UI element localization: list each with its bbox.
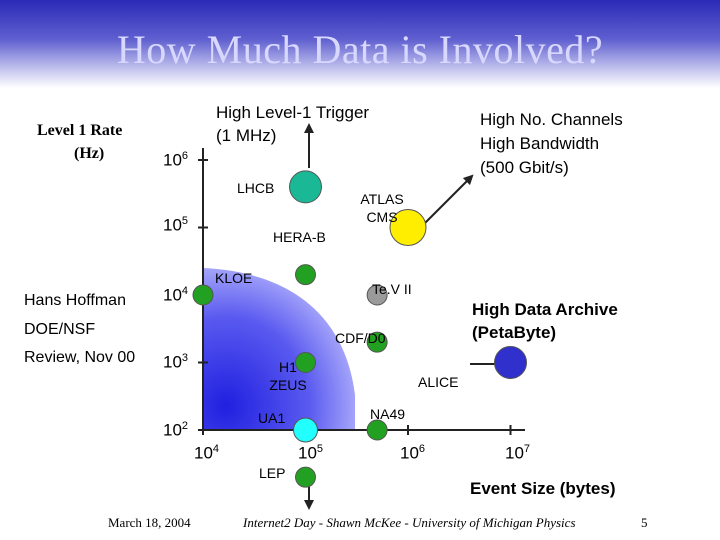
label-lep: LEP [259, 465, 286, 481]
x-tick-label-1e7: 107 [505, 443, 531, 463]
region-shading [203, 268, 355, 430]
point-te-v-ii [366, 284, 388, 306]
footer-center: Internet2 Day - Shawn McKee - University… [243, 515, 576, 530]
label-cdf: CDF/D0 [335, 330, 386, 346]
point-na49 [366, 419, 388, 441]
label-atlas: ATLAS CMS [360, 191, 404, 225]
point-lhcb [289, 170, 322, 204]
y-tick-label-1e5: 105 [163, 215, 189, 235]
slide-title: How Much Data is Involved? [116, 27, 604, 72]
point-h1-zeus [295, 352, 316, 373]
page-number: 5 [641, 515, 648, 530]
channels-annotation-line1: High No. Channels [480, 110, 623, 129]
y-tick-label-1e6: 106 [163, 150, 189, 170]
label-alice: ALICE [418, 374, 459, 390]
point-hera-b [295, 264, 316, 286]
author-line1: Hans Hoffman [24, 292, 126, 309]
label-tev: Te.V II [372, 281, 412, 297]
title-bar: How Much Data is Involved? [0, 0, 720, 88]
y-tick-label-1e3: 103 [163, 352, 189, 372]
channels-annotation-line2: High Bandwidth [480, 134, 600, 153]
point-alice [494, 346, 527, 379]
trigger-annotation-line1: High Level-1 Trigger [216, 103, 370, 122]
x-tick-label-1e6: 106 [400, 443, 426, 463]
author-line3: Review, Nov 00 [24, 349, 136, 366]
y-axis-title-line1: Level 1 Rate [37, 122, 123, 139]
trigger-annotation-line2: (1 MHz) [216, 126, 277, 145]
label-ua1: UA1 [258, 410, 286, 426]
point-kloe [192, 284, 214, 306]
x-tick-label-1e5: 105 [298, 443, 324, 463]
label-lhcb: LHCB [237, 180, 275, 196]
archive-annotation-line2: (PetaByte) [472, 323, 557, 342]
author-line2: DOE/NSF [24, 321, 96, 338]
point-cdf-d0 [366, 331, 388, 353]
point-ua1 [293, 417, 318, 443]
x-axis-title: Event Size (bytes) [470, 479, 616, 498]
point-atlas-cms [389, 209, 427, 246]
channels-arrow [419, 174, 474, 229]
label-h1zeus: H1 ZEUS [269, 359, 307, 393]
x-tick-label-1e4: 104 [194, 443, 220, 463]
label-na49: NA49 [370, 406, 406, 422]
channels-annotation-line3: (500 Gbit/s) [480, 158, 569, 177]
y-axis-title-line2: (Hz) [74, 145, 105, 162]
point-lep [295, 466, 316, 488]
archive-annotation-line1: High Data Archive [472, 300, 618, 319]
footer-date: March 18, 2004 [108, 515, 191, 530]
label-kloe: KLOE [215, 270, 253, 286]
y-tick-label-1e2: 102 [163, 420, 189, 440]
y-tick-label-1e4: 104 [163, 285, 189, 305]
label-hera-b: HERA-B [273, 229, 326, 245]
